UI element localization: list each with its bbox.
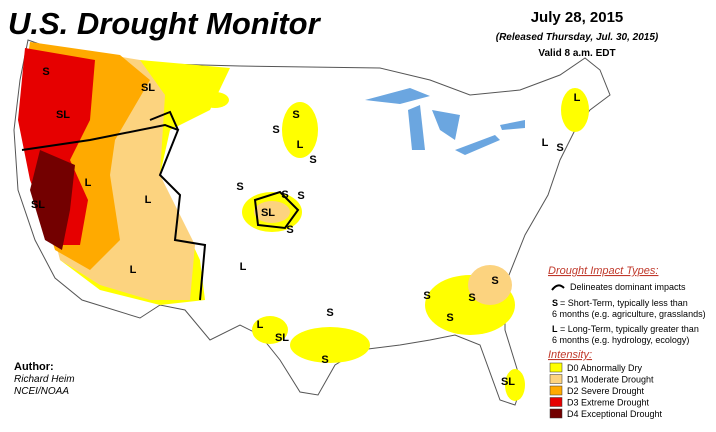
- intensity-swatch: [549, 374, 563, 384]
- map-label: S: [286, 224, 293, 236]
- great-lakes: [365, 88, 525, 155]
- author-name: Richard Heim: [14, 374, 75, 385]
- map-label: S: [321, 354, 328, 366]
- d0-area: [561, 88, 589, 132]
- legend-text: = Long-Term, typically greater than: [560, 324, 699, 334]
- author-label: Author:: [14, 361, 54, 373]
- map-label: S: [446, 312, 453, 324]
- legend-text: 6 months (e.g. hydrology, ecology): [552, 335, 689, 345]
- map-label: L: [297, 139, 304, 151]
- map-label: L: [574, 92, 581, 104]
- intensity-label: D2 Severe Drought: [567, 386, 645, 396]
- map-label: S: [326, 307, 333, 319]
- legend-text: = Short-Term, typically less than: [560, 298, 688, 308]
- map-label: SL: [56, 109, 70, 121]
- map-label: L: [85, 177, 92, 189]
- legend-text: Delineates dominant impacts: [570, 282, 686, 292]
- intensity-label: D1 Moderate Drought: [567, 375, 654, 385]
- map-label: SL: [141, 82, 155, 94]
- lake: [365, 88, 430, 104]
- legend-key: S: [552, 298, 558, 308]
- lake: [500, 120, 525, 130]
- map-label: S: [556, 142, 563, 154]
- intensity-swatch: [549, 362, 563, 373]
- map-label: S: [272, 124, 279, 136]
- map-label: L: [130, 264, 137, 276]
- intensity-title: Intensity:: [548, 349, 592, 361]
- impact-lines: [21, 110, 300, 301]
- d1-area: [468, 265, 512, 305]
- map-label: L: [240, 261, 247, 273]
- d0-area: [290, 327, 370, 363]
- map-label: S: [468, 292, 475, 304]
- map-label: L: [257, 319, 264, 331]
- map-label: L: [145, 194, 152, 206]
- map-label: S: [236, 181, 243, 193]
- intensity-swatch: [549, 385, 563, 396]
- impact-line: [253, 190, 300, 230]
- map-label: S: [423, 290, 430, 302]
- legend-key: L: [552, 324, 558, 334]
- map-label: S: [297, 190, 304, 202]
- map-label: SL: [31, 199, 45, 211]
- title: U.S. Drought Monitor: [8, 6, 322, 41]
- map-label: SL: [275, 332, 289, 344]
- lake: [432, 110, 460, 140]
- impact-line-key: [551, 284, 565, 291]
- map-label: SL: [501, 376, 515, 388]
- legend-text: 6 months (e.g. agriculture, grasslands): [552, 309, 706, 319]
- intensity-swatch: [549, 397, 563, 407]
- author-org: NCEI/NOAA: [14, 386, 69, 397]
- intensity-label: D0 Abnormally Dry: [567, 363, 643, 373]
- map-label: SL: [261, 207, 275, 219]
- intensity-label: D3 Extreme Drought: [567, 398, 650, 408]
- d0-area: [252, 316, 288, 344]
- d1-area: [254, 201, 290, 223]
- date: July 28, 2015: [531, 9, 624, 26]
- impact-line: [21, 123, 207, 301]
- lake: [408, 105, 425, 150]
- d0-area: [201, 92, 229, 108]
- map-label: S: [491, 275, 498, 287]
- d0-area: [505, 369, 525, 401]
- impact-title: Drought Impact Types:: [548, 265, 658, 277]
- intensity-swatch: [549, 408, 563, 419]
- map-label: S: [309, 154, 316, 166]
- lake: [455, 135, 500, 155]
- valid: Valid 8 a.m. EDT: [538, 48, 615, 59]
- d0-area: [282, 102, 318, 158]
- map-label: L: [542, 137, 549, 149]
- d4-area: [30, 150, 75, 250]
- map-label: S: [42, 66, 49, 78]
- drought-areas: [18, 42, 589, 401]
- map-label: S: [292, 109, 299, 121]
- map-label: S: [281, 189, 288, 201]
- map-labels: S SL SL L SL L L L S S L S S S S SL S S …: [31, 66, 581, 388]
- intensity-label: D4 Exceptional Drought: [567, 409, 663, 419]
- impact-line: [149, 110, 179, 131]
- released: (Released Thursday, Jul. 30, 2015): [496, 32, 659, 43]
